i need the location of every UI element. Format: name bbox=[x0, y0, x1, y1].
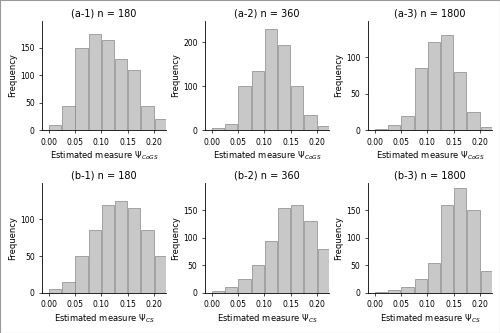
Bar bbox=[76, 48, 88, 131]
Bar bbox=[304, 115, 316, 131]
Bar bbox=[468, 210, 479, 293]
Y-axis label: Frequency: Frequency bbox=[334, 216, 344, 260]
Bar bbox=[62, 106, 74, 131]
Bar bbox=[428, 43, 440, 131]
Bar bbox=[454, 188, 466, 293]
Bar bbox=[441, 205, 453, 293]
Bar bbox=[88, 34, 101, 131]
Bar bbox=[76, 256, 88, 293]
Bar bbox=[49, 125, 62, 131]
Bar bbox=[402, 116, 413, 131]
Y-axis label: Frequency: Frequency bbox=[8, 216, 18, 260]
Y-axis label: Frequency: Frequency bbox=[172, 216, 180, 260]
Bar bbox=[318, 126, 330, 131]
Bar bbox=[375, 292, 387, 293]
Bar bbox=[318, 249, 330, 293]
Bar bbox=[128, 70, 140, 131]
Y-axis label: Frequency: Frequency bbox=[334, 54, 344, 97]
Bar bbox=[265, 29, 277, 131]
Bar bbox=[304, 221, 316, 293]
X-axis label: Estimated measure $\Psi_{\mathit{CoGS}}$: Estimated measure $\Psi_{\mathit{CoGS}}$ bbox=[376, 150, 484, 162]
Bar bbox=[238, 87, 250, 131]
Bar bbox=[212, 128, 224, 131]
Bar bbox=[225, 124, 237, 131]
Bar bbox=[115, 201, 128, 293]
X-axis label: Estimated measure $\Psi_{\mathit{CS}}$: Estimated measure $\Psi_{\mathit{CS}}$ bbox=[380, 312, 480, 325]
X-axis label: Estimated measure $\Psi_{\mathit{CS}}$: Estimated measure $\Psi_{\mathit{CS}}$ bbox=[216, 312, 318, 325]
Title: (a-3) n = 1800: (a-3) n = 1800 bbox=[394, 8, 466, 18]
Bar bbox=[252, 265, 264, 293]
Bar bbox=[225, 287, 237, 293]
Bar bbox=[212, 291, 224, 293]
Bar bbox=[154, 120, 167, 131]
Bar bbox=[402, 287, 413, 293]
Bar bbox=[238, 279, 250, 293]
Bar bbox=[454, 72, 466, 131]
Bar bbox=[278, 207, 290, 293]
Bar bbox=[154, 256, 167, 293]
Bar bbox=[468, 112, 479, 131]
Bar bbox=[480, 127, 493, 131]
Bar bbox=[441, 35, 453, 131]
Bar bbox=[278, 45, 290, 131]
Y-axis label: Frequency: Frequency bbox=[172, 54, 180, 97]
Bar bbox=[252, 71, 264, 131]
Bar bbox=[102, 205, 114, 293]
Bar bbox=[414, 68, 427, 131]
Bar bbox=[128, 208, 140, 293]
Bar bbox=[388, 290, 400, 293]
Title: (b-1) n = 180: (b-1) n = 180 bbox=[71, 171, 137, 181]
Bar bbox=[62, 282, 74, 293]
Bar bbox=[375, 129, 387, 131]
Title: (a-1) n = 180: (a-1) n = 180 bbox=[72, 8, 136, 18]
Bar bbox=[291, 87, 304, 131]
Title: (a-2) n = 360: (a-2) n = 360 bbox=[234, 8, 300, 18]
Bar bbox=[49, 289, 62, 293]
Bar bbox=[102, 40, 114, 131]
Title: (b-2) n = 360: (b-2) n = 360 bbox=[234, 171, 300, 181]
Bar bbox=[88, 230, 101, 293]
Title: (b-3) n = 1800: (b-3) n = 1800 bbox=[394, 171, 466, 181]
Bar bbox=[265, 240, 277, 293]
Y-axis label: Frequency: Frequency bbox=[8, 54, 18, 97]
Bar bbox=[414, 279, 427, 293]
Bar bbox=[428, 262, 440, 293]
Bar bbox=[142, 230, 154, 293]
X-axis label: Estimated measure $\Psi_{\mathit{CS}}$: Estimated measure $\Psi_{\mathit{CS}}$ bbox=[54, 312, 154, 325]
X-axis label: Estimated measure $\Psi_{\mathit{CoGS}}$: Estimated measure $\Psi_{\mathit{CoGS}}$ bbox=[212, 150, 322, 162]
X-axis label: Estimated measure $\Psi_{\mathit{CoGS}}$: Estimated measure $\Psi_{\mathit{CoGS}}$ bbox=[50, 150, 158, 162]
Bar bbox=[480, 271, 493, 293]
Bar bbox=[291, 205, 304, 293]
Bar bbox=[142, 106, 154, 131]
Bar bbox=[115, 59, 128, 131]
Bar bbox=[388, 125, 400, 131]
